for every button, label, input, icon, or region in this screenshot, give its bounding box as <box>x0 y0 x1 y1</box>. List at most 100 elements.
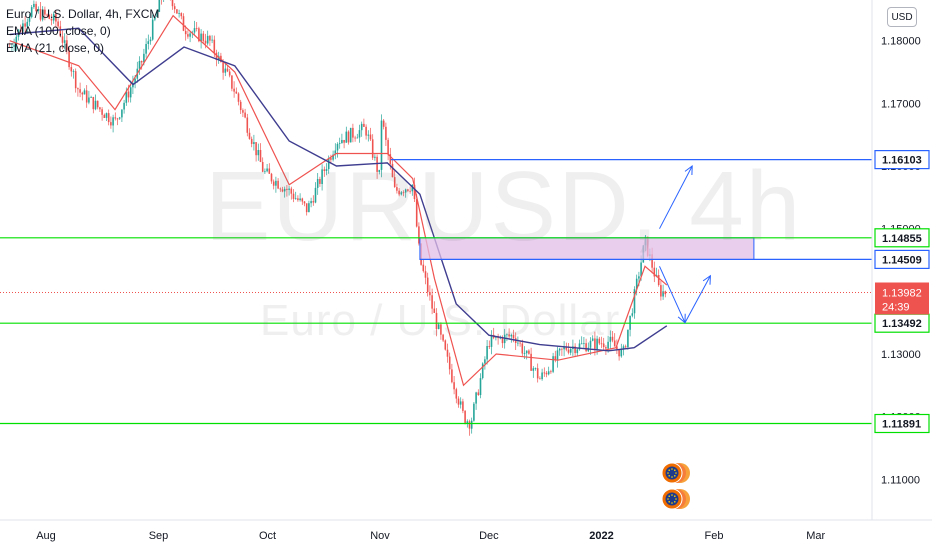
candle-body <box>341 140 343 144</box>
legend-symbol[interactable]: Euro / U.S. Dollar, 4h, FXCM <box>6 7 160 21</box>
candle-body <box>253 142 255 144</box>
level-price-label: 1.14509 <box>882 254 922 266</box>
candle-body <box>248 132 251 139</box>
candle-body <box>85 90 88 103</box>
candle-body <box>356 137 359 139</box>
candle-body <box>532 368 535 371</box>
event-icon-star <box>674 469 676 472</box>
candle-body <box>235 91 238 94</box>
event-icon-star <box>674 475 676 477</box>
projection-arrow <box>659 165 693 229</box>
current-price-tag <box>875 282 929 315</box>
candle-body <box>602 343 605 348</box>
candle-body <box>473 403 475 421</box>
event-icon-star <box>667 472 669 474</box>
candle-body <box>92 97 95 110</box>
candle-body <box>275 180 277 186</box>
candle-body <box>651 254 653 268</box>
candle-body <box>528 350 530 354</box>
candle-body <box>140 61 143 63</box>
candle-body <box>105 113 108 118</box>
candle-body <box>389 154 392 164</box>
projection-arrow <box>659 266 686 323</box>
candle-body <box>411 184 414 192</box>
chart-legend: Euro / U.S. Dollar, 4h, FXCM EMA (100, c… <box>6 6 159 57</box>
candle-body <box>336 144 339 151</box>
candle-body <box>321 169 323 184</box>
candle-body <box>195 28 198 29</box>
candle-body <box>46 14 48 16</box>
candle-body <box>552 356 554 372</box>
candle-body <box>310 201 312 204</box>
candle-body <box>468 421 471 429</box>
candle-body <box>57 21 59 27</box>
candle-body <box>143 53 145 63</box>
candle-body <box>358 130 361 138</box>
candle-body <box>147 41 150 44</box>
event-icon-star <box>671 502 673 504</box>
candle-body <box>184 30 187 35</box>
candle-body <box>558 348 561 351</box>
price-tick-label: 1.11000 <box>881 474 920 486</box>
candle-body <box>486 346 488 360</box>
candle-body <box>242 110 244 113</box>
candle-body <box>268 168 271 174</box>
candle-body <box>607 341 609 349</box>
level-price-tag <box>874 150 930 170</box>
candle-body <box>19 29 22 32</box>
candle-body <box>244 112 246 118</box>
candle-body <box>330 158 332 160</box>
candle-body <box>464 410 466 424</box>
candle-body <box>591 338 594 341</box>
candle-body <box>475 392 477 404</box>
candle-body <box>35 3 37 11</box>
candle-body <box>662 291 664 297</box>
candle-body <box>349 127 352 143</box>
candle-body <box>442 334 444 341</box>
candle-body <box>596 338 598 349</box>
candle-body <box>134 78 136 83</box>
candle-body <box>277 180 279 189</box>
candle-body <box>554 356 557 361</box>
candle-body <box>536 368 539 379</box>
candle-body <box>391 163 394 178</box>
candle-body <box>156 11 158 17</box>
level-price-tag <box>874 228 930 248</box>
price-tick-label: 1.18000 <box>881 36 921 48</box>
candle-body <box>402 192 405 194</box>
candle-body <box>378 169 381 172</box>
candle-body <box>413 184 416 199</box>
candle-body <box>264 171 266 173</box>
candle-body <box>299 198 301 201</box>
candle-body <box>633 289 636 314</box>
candle-body <box>363 123 365 127</box>
candle-body <box>448 356 451 370</box>
candle-body <box>319 179 321 184</box>
currency-button[interactable]: USD <box>887 7 917 27</box>
candle-body <box>631 313 634 316</box>
candle-body <box>30 7 33 18</box>
candle-body <box>380 120 383 170</box>
candle-body <box>327 158 330 170</box>
candle-body <box>512 335 515 339</box>
candle-body <box>653 267 656 277</box>
candle-body <box>404 189 407 193</box>
candle-body <box>664 291 667 295</box>
candle-body <box>431 295 433 309</box>
economic-event-icon <box>661 488 690 510</box>
candle-body <box>365 126 367 136</box>
candle-body <box>290 188 293 194</box>
candle-body <box>63 40 66 43</box>
candle-body <box>418 226 420 244</box>
candle-body <box>660 285 662 297</box>
candle-body <box>233 88 235 92</box>
legend-ema-100[interactable]: EMA (100, close, 0) <box>6 24 111 38</box>
candle-body <box>563 346 565 350</box>
candle-body <box>237 93 240 102</box>
candle-body <box>121 109 123 118</box>
ema-100-line <box>9 27 668 352</box>
candle-body <box>301 198 304 202</box>
legend-ema-21[interactable]: EMA (21, close, 0) <box>6 41 105 55</box>
